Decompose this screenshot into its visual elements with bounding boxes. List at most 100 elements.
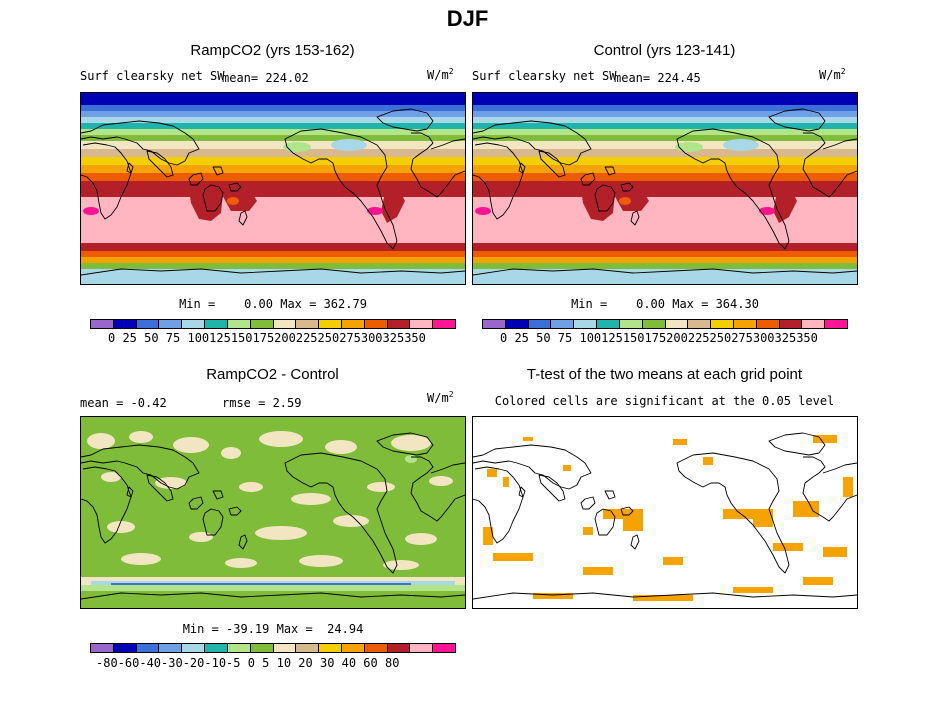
coastline-13 (81, 268, 465, 276)
land-africa-south (581, 187, 615, 221)
band-10 (473, 165, 857, 173)
panel-diff-rmse: rmse = 2.59 (222, 396, 302, 410)
coastline-10 (376, 108, 434, 132)
panel-rampco2-title: RampCO2 (yrs 153-162) (190, 42, 355, 59)
diff-blob-green (405, 455, 417, 463)
coastline-12 (430, 462, 465, 474)
coastline-5 (594, 184, 616, 212)
colorbar-absolute-right-swatch-6 (619, 320, 643, 328)
band-16 (81, 251, 465, 257)
diff-blob-4 (259, 431, 303, 447)
colorbar-absolute-left-swatch-6 (227, 320, 251, 328)
panel-ttest-map (472, 416, 858, 609)
land-australia-core (227, 197, 239, 205)
colorbar-absolute-right-swatch-13 (779, 320, 803, 328)
coastline-2 (126, 162, 134, 174)
coastline-11 (410, 132, 465, 198)
coastline-13 (473, 268, 857, 276)
panel-rampco2-map (80, 92, 466, 285)
colorbar-difference-swatch-9 (296, 644, 320, 652)
colorbar-difference-swatch-4 (182, 644, 206, 652)
band-6 (81, 135, 465, 141)
band-0 (473, 93, 857, 105)
coastline-10 (768, 108, 826, 132)
panel-rampco2-variable: Surf clearsky net SW (80, 69, 225, 83)
significant-cell-22 (663, 557, 683, 565)
colorbar-absolute-left-swatch-1 (113, 320, 137, 328)
panel-ttest-subtitle: Colored cells are significant at the 0.0… (494, 394, 835, 408)
band-5 (81, 129, 465, 135)
colorbar-absolute-right-swatch-3 (551, 320, 575, 328)
significant-cell-5 (623, 517, 643, 531)
coastline-1 (81, 142, 132, 220)
coastline-0 (81, 120, 200, 166)
panel-ttest-title: T-test of the two means at each grid poi… (526, 366, 803, 383)
band-3 (473, 117, 857, 123)
diff-blob-0 (87, 433, 115, 449)
coastline-2 (518, 486, 526, 498)
colorbar-absolute-right-swatch-7 (642, 320, 666, 328)
coastline-3 (146, 150, 174, 178)
panel-control-map (472, 92, 858, 285)
diff-blob-7 (101, 472, 121, 482)
coastline-3 (538, 474, 566, 502)
coastline-8 (630, 210, 640, 226)
band-14 (473, 197, 857, 243)
band-15 (473, 243, 857, 251)
band-3 (81, 117, 465, 123)
colorbar-absolute-left (90, 319, 456, 329)
land-africa-south (189, 187, 223, 221)
band-9 (473, 157, 857, 165)
colorbar-difference-swatch-2 (136, 644, 160, 652)
coastline-13 (473, 592, 857, 600)
coastline-8 (630, 534, 640, 550)
colorbar-difference-swatch-1 (113, 644, 137, 652)
colorbar-difference-swatch-13 (387, 644, 411, 652)
coastline-13 (81, 592, 465, 600)
colorbar-difference-swatch-6 (227, 644, 251, 652)
band-7 (81, 141, 465, 149)
hotspot-atlantic (475, 207, 491, 215)
diff-blob-1 (129, 431, 153, 443)
significant-cell-19 (813, 435, 837, 443)
significant-cell-1 (503, 477, 509, 487)
diff-field-svg (81, 417, 465, 608)
coastline-12 (822, 138, 857, 150)
colorbar-difference-swatch-8 (273, 644, 297, 652)
panel-control-title: Control (yrs 123-141) (593, 42, 736, 59)
coastline-9 (676, 452, 790, 574)
significant-cell-21 (483, 527, 493, 545)
coastline-11 (802, 132, 857, 198)
colorbar-difference-swatch-12 (364, 644, 388, 652)
diff-blob-19 (225, 558, 257, 568)
band-1 (81, 105, 465, 111)
band-15 (81, 243, 465, 251)
diff-band-south-dark (111, 583, 411, 585)
band-2 (473, 111, 857, 117)
land-south-america (773, 189, 797, 223)
ttest-field-svg (473, 432, 857, 601)
significant-cell-3 (563, 465, 571, 471)
coastline-6 (212, 166, 224, 176)
coastline-7 (228, 182, 242, 192)
coastline-3 (538, 150, 566, 178)
significant-cell-20 (843, 477, 853, 497)
band-18 (473, 263, 857, 269)
significant-cell-17 (633, 595, 693, 601)
colorbar-absolute-left-swatch-14 (410, 320, 434, 328)
diff-blob-10 (291, 493, 331, 505)
significant-cell-9 (723, 509, 773, 519)
band-18 (81, 263, 465, 269)
panel-control-stats: Min = 0.00 Max = 364.30 (571, 297, 759, 311)
band-2 (81, 111, 465, 117)
diff-blob-17 (405, 533, 437, 545)
colorbar-absolute-left-swatch-11 (341, 320, 365, 328)
panel-control-mean: mean= 224.45 (614, 71, 701, 85)
diff-blob-2 (173, 437, 209, 453)
band-6 (473, 135, 857, 141)
hotspot-atlantic (83, 207, 99, 215)
panel-diff-stats: Min = -39.19 Max = 24.94 (182, 622, 364, 636)
coastline-6 (604, 166, 616, 176)
colorbar-absolute-left-swatch-12 (364, 320, 388, 328)
colorbar-absolute-right (482, 319, 848, 329)
